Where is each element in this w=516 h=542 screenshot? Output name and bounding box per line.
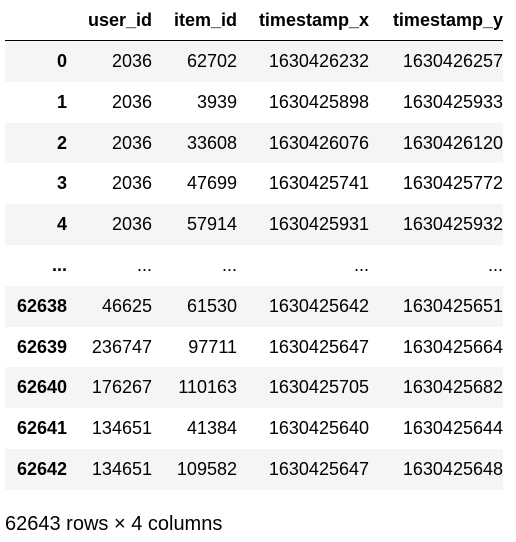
row-index: 62638	[16, 295, 67, 316]
row-index: 62642	[16, 458, 67, 479]
table-cell: 47699	[186, 173, 237, 194]
table-cell: 97711	[188, 336, 237, 357]
table-cell: 33608	[186, 132, 237, 153]
table-body: 0 2036 62702 1630426232 1630426257 1 2036 3939 1…	[5, 40, 503, 490]
table-cell: 1630426120	[402, 132, 503, 153]
row-index: 4	[56, 214, 67, 235]
table-cell: 1630425741	[268, 173, 369, 194]
table-cell: 1630425640	[268, 418, 369, 439]
table-cell: 134651	[91, 458, 152, 479]
table-cell: 1630425648	[402, 458, 503, 479]
row-index: ...	[51, 254, 67, 275]
table-cell: ...	[136, 254, 152, 275]
table-cell: 1630425931	[268, 214, 369, 235]
ellipsis-row: ...............	[5, 244, 503, 286]
table-row: 4 2036 57914 1630425931 1630425932	[5, 204, 503, 245]
table-cell: 57914	[186, 214, 237, 235]
table-row: 62639 236747 97711 1630425647 1630425664	[5, 326, 503, 368]
table-row: 62641 134651 41384 1630425640 1630425644	[5, 408, 503, 449]
table-cell: 1630425647	[268, 458, 369, 479]
header-row: user_id item_id timestamp_x timestamp_y	[5, 0, 503, 41]
table-cell: 61530	[186, 295, 237, 316]
table-cell: 1630426232	[268, 51, 369, 71]
column-header-timestamp-x: timestamp_x	[237, 0, 369, 41]
table-cell: 62702	[186, 51, 237, 71]
table-row: 3 2036 47699 1630425741 1630425772	[5, 163, 503, 205]
table-cell: 1630425644	[402, 418, 503, 439]
table-cell: 1630425932	[402, 214, 503, 235]
table-cell: ...	[221, 254, 237, 275]
table-cell: ...	[487, 254, 503, 275]
row-index: 0	[56, 51, 67, 71]
column-header-user-id: user_id	[67, 0, 152, 41]
table-row: 2 2036 33608 1630426076 1630426120	[5, 122, 503, 164]
table-cell: 1630425898	[268, 91, 369, 112]
table-cell: 3939	[196, 91, 237, 112]
row-index: 2	[56, 132, 67, 153]
table-cell: 236747	[91, 336, 152, 357]
table-cell: 1630425651	[402, 295, 503, 316]
column-header-timestamp-y: timestamp_y	[369, 0, 503, 41]
dataframe-table: user_id item_id timestamp_x timestamp_y …	[5, 0, 503, 490]
table-cell: 176267	[91, 377, 152, 398]
shape-summary: 62643 rows × 4 columns	[5, 513, 223, 535]
table-cell: 1630425647	[268, 336, 369, 357]
table-cell: 134651	[91, 418, 152, 439]
table-cell: 1630425772	[402, 173, 503, 194]
table-cell: 2036	[111, 173, 152, 194]
table-cell: 1630426257	[402, 51, 503, 71]
table-row: 62640 176267 110163 1630425705 1630425682	[5, 367, 503, 409]
table-cell: 2036	[111, 51, 152, 71]
table-cell: 1630425664	[402, 336, 503, 357]
table-cell: 1630425642	[268, 295, 369, 316]
table-cell: 1630425933	[402, 91, 503, 112]
table-cell: 2036	[111, 91, 152, 112]
table-row: 62638 46625 61530 1630425642 1630425651	[5, 285, 503, 327]
table-cell: 110163	[178, 377, 237, 398]
index-header	[5, 0, 67, 41]
table-cell: 41384	[186, 418, 237, 439]
table-cell: 2036	[111, 214, 152, 235]
row-index: 3	[56, 173, 67, 194]
row-index: 62640	[16, 377, 67, 398]
table-cell: 1630426076	[268, 132, 369, 153]
row-index: 62641	[16, 418, 67, 439]
table-row: 1 2036 3939 1630425898 1630425933	[5, 81, 503, 123]
row-index: 62639	[16, 336, 67, 357]
table-cell: 109582	[176, 458, 237, 479]
table-cell: 1630425705	[268, 377, 369, 398]
table-cell: ...	[353, 254, 369, 275]
row-index: 1	[56, 91, 67, 112]
table-cell: 46625	[101, 295, 152, 316]
table-cell: 2036	[111, 132, 152, 153]
column-header-item-id: item_id	[152, 0, 237, 41]
table-row: 62642 134651 109582 1630425647 1630425648	[5, 448, 503, 490]
table-row: 0 2036 62702 1630426232 1630426257	[5, 40, 503, 82]
table-cell: 1630425682	[402, 377, 503, 398]
